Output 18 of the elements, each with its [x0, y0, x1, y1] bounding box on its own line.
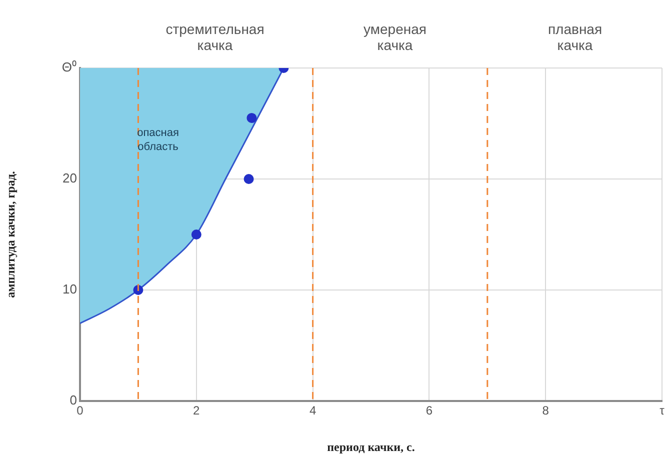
x-axis-title: период качки, с.: [327, 440, 415, 454]
text: стремительная качка: [166, 20, 264, 53]
y-tick-label: 0: [70, 392, 77, 408]
y-tick-label: 20: [62, 170, 77, 186]
y-axis-title: амплитуда качки, град.: [3, 171, 18, 298]
point: [244, 174, 254, 184]
x-tick-label: 6: [426, 404, 433, 418]
x-tick-label: τ: [660, 404, 665, 418]
text: плавная качка: [548, 20, 602, 53]
point: [191, 230, 202, 240]
x-tick-label: 8: [542, 404, 550, 418]
point: [246, 112, 257, 123]
annotation: опасная область: [137, 127, 179, 154]
text: умереная качка: [364, 20, 426, 53]
y-tick-label: Θ⁰: [62, 60, 77, 75]
x-tick-label: 2: [193, 404, 200, 418]
y-tick-label: 10: [62, 282, 77, 297]
x-tick-label: 4: [309, 404, 316, 418]
